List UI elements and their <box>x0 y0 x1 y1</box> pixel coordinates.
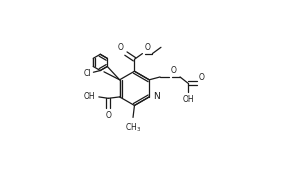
Text: OH: OH <box>84 92 96 101</box>
Text: N: N <box>154 92 160 101</box>
Text: O: O <box>170 66 176 75</box>
Text: CH$_3$: CH$_3$ <box>125 121 141 134</box>
Text: O: O <box>105 111 111 120</box>
Text: O: O <box>118 43 124 52</box>
Text: O: O <box>144 43 150 52</box>
Text: OH: OH <box>182 95 194 104</box>
Text: Cl: Cl <box>84 69 91 78</box>
Text: O: O <box>198 73 204 82</box>
